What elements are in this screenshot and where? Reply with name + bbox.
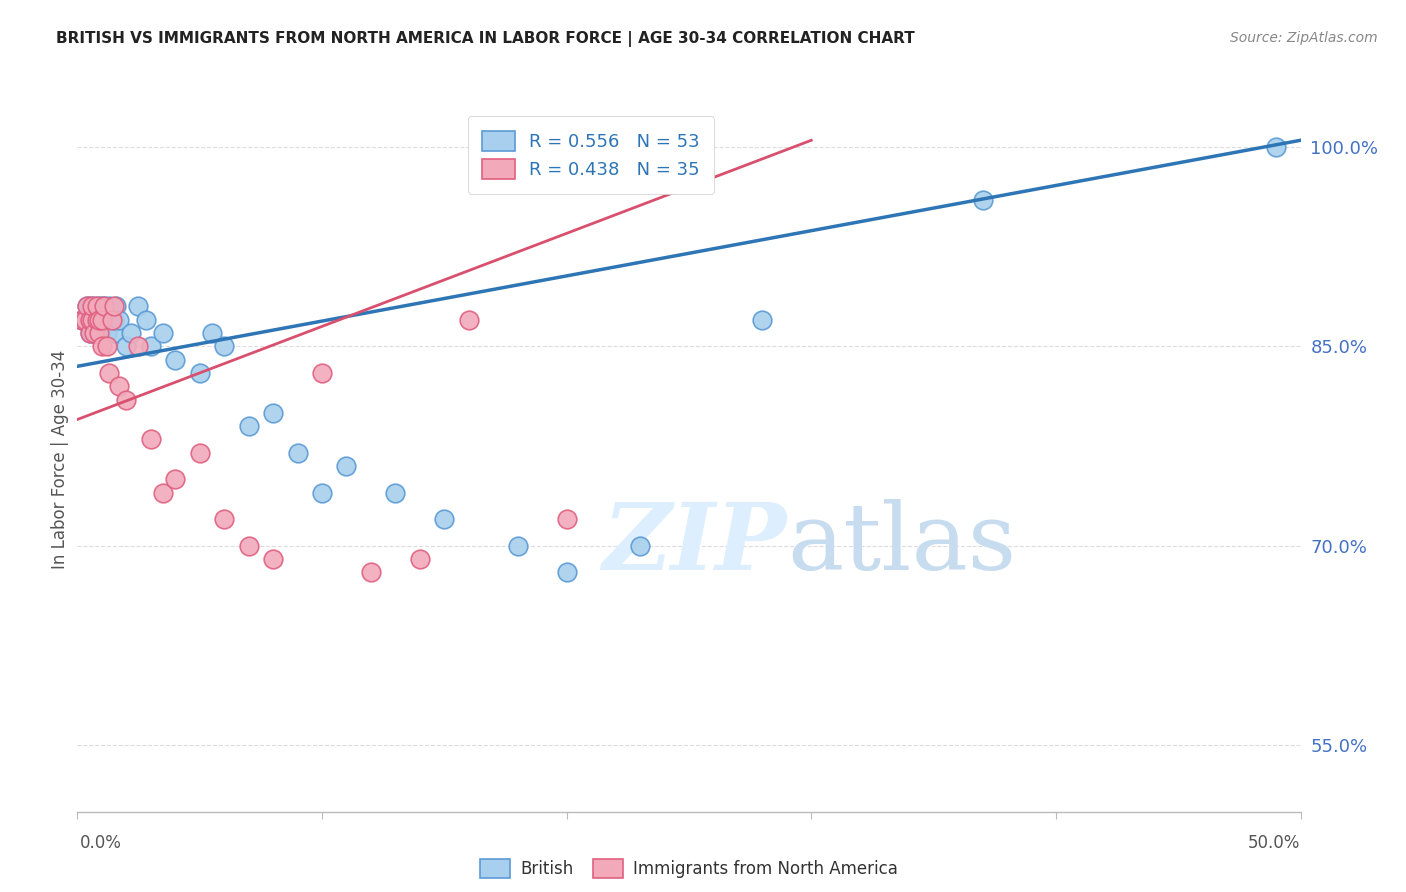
Point	[89, 326, 111, 340]
Point	[86, 326, 108, 340]
Point	[409, 552, 432, 566]
Point	[76, 312, 98, 326]
Point	[96, 339, 118, 353]
Point	[79, 300, 101, 314]
Point	[86, 312, 108, 326]
Point	[103, 300, 125, 314]
Point	[83, 312, 105, 326]
Point	[105, 300, 128, 314]
Point	[188, 446, 211, 460]
Point	[96, 326, 118, 340]
Point	[152, 485, 174, 500]
Point	[972, 193, 994, 207]
Point	[108, 312, 131, 326]
Point	[89, 312, 111, 326]
Text: ZIP: ZIP	[603, 499, 787, 589]
Text: Source: ZipAtlas.com: Source: ZipAtlas.com	[1230, 31, 1378, 45]
Point	[90, 312, 112, 326]
Point	[76, 300, 98, 314]
Point	[93, 312, 115, 326]
Point	[212, 512, 235, 526]
Point	[98, 312, 121, 326]
Point	[79, 312, 101, 326]
Point	[79, 326, 101, 340]
Point	[115, 339, 138, 353]
Point	[433, 512, 456, 526]
Text: atlas: atlas	[787, 499, 1017, 589]
Point	[457, 312, 479, 326]
Point	[135, 312, 157, 326]
Point	[80, 300, 103, 314]
Legend: British, Immigrants from North America: British, Immigrants from North America	[474, 852, 904, 885]
Point	[76, 300, 98, 314]
Point	[90, 326, 112, 340]
Point	[751, 312, 773, 326]
Point	[70, 312, 93, 326]
Point	[127, 339, 149, 353]
Point	[238, 539, 260, 553]
Point	[555, 512, 578, 526]
Point	[311, 366, 333, 380]
Point	[103, 312, 125, 326]
Point	[89, 326, 111, 340]
Point	[262, 552, 284, 566]
Text: 50.0%: 50.0%	[1249, 834, 1301, 852]
Point	[86, 312, 108, 326]
Point	[98, 366, 121, 380]
Point	[335, 458, 357, 473]
Point	[384, 485, 406, 500]
Point	[238, 419, 260, 434]
Point	[89, 300, 111, 314]
Point	[79, 312, 101, 326]
Point	[120, 326, 142, 340]
Point	[93, 300, 115, 314]
Point	[80, 312, 103, 326]
Point	[73, 312, 96, 326]
Point	[83, 300, 105, 314]
Point	[89, 312, 111, 326]
Point	[506, 539, 529, 553]
Point	[212, 339, 235, 353]
Point	[96, 312, 118, 326]
Point	[165, 352, 187, 367]
Point	[165, 472, 187, 486]
Point	[127, 300, 149, 314]
Point	[188, 366, 211, 380]
Point	[360, 566, 382, 580]
Point	[139, 339, 162, 353]
Y-axis label: In Labor Force | Age 30-34: In Labor Force | Age 30-34	[51, 350, 69, 569]
Point	[98, 300, 121, 314]
Point	[115, 392, 138, 407]
Point	[80, 326, 103, 340]
Point	[70, 312, 93, 326]
Point	[628, 539, 651, 553]
Point	[103, 326, 125, 340]
Text: 0.0%: 0.0%	[80, 834, 122, 852]
Point	[90, 312, 112, 326]
Point	[93, 300, 115, 314]
Point	[100, 312, 122, 326]
Point	[139, 433, 162, 447]
Point	[83, 326, 105, 340]
Point	[108, 379, 131, 393]
Point	[727, 871, 749, 886]
Point	[90, 300, 112, 314]
Point	[311, 485, 333, 500]
Point	[262, 406, 284, 420]
Point	[100, 312, 122, 326]
Point	[555, 566, 578, 580]
Point	[79, 326, 101, 340]
Point	[73, 312, 96, 326]
Point	[287, 446, 309, 460]
Point	[152, 326, 174, 340]
Point	[86, 300, 108, 314]
Point	[90, 339, 112, 353]
Text: BRITISH VS IMMIGRANTS FROM NORTH AMERICA IN LABOR FORCE | AGE 30-34 CORRELATION : BRITISH VS IMMIGRANTS FROM NORTH AMERICA…	[56, 31, 915, 47]
Point	[80, 312, 103, 326]
Point	[1265, 140, 1288, 154]
Point	[201, 326, 224, 340]
